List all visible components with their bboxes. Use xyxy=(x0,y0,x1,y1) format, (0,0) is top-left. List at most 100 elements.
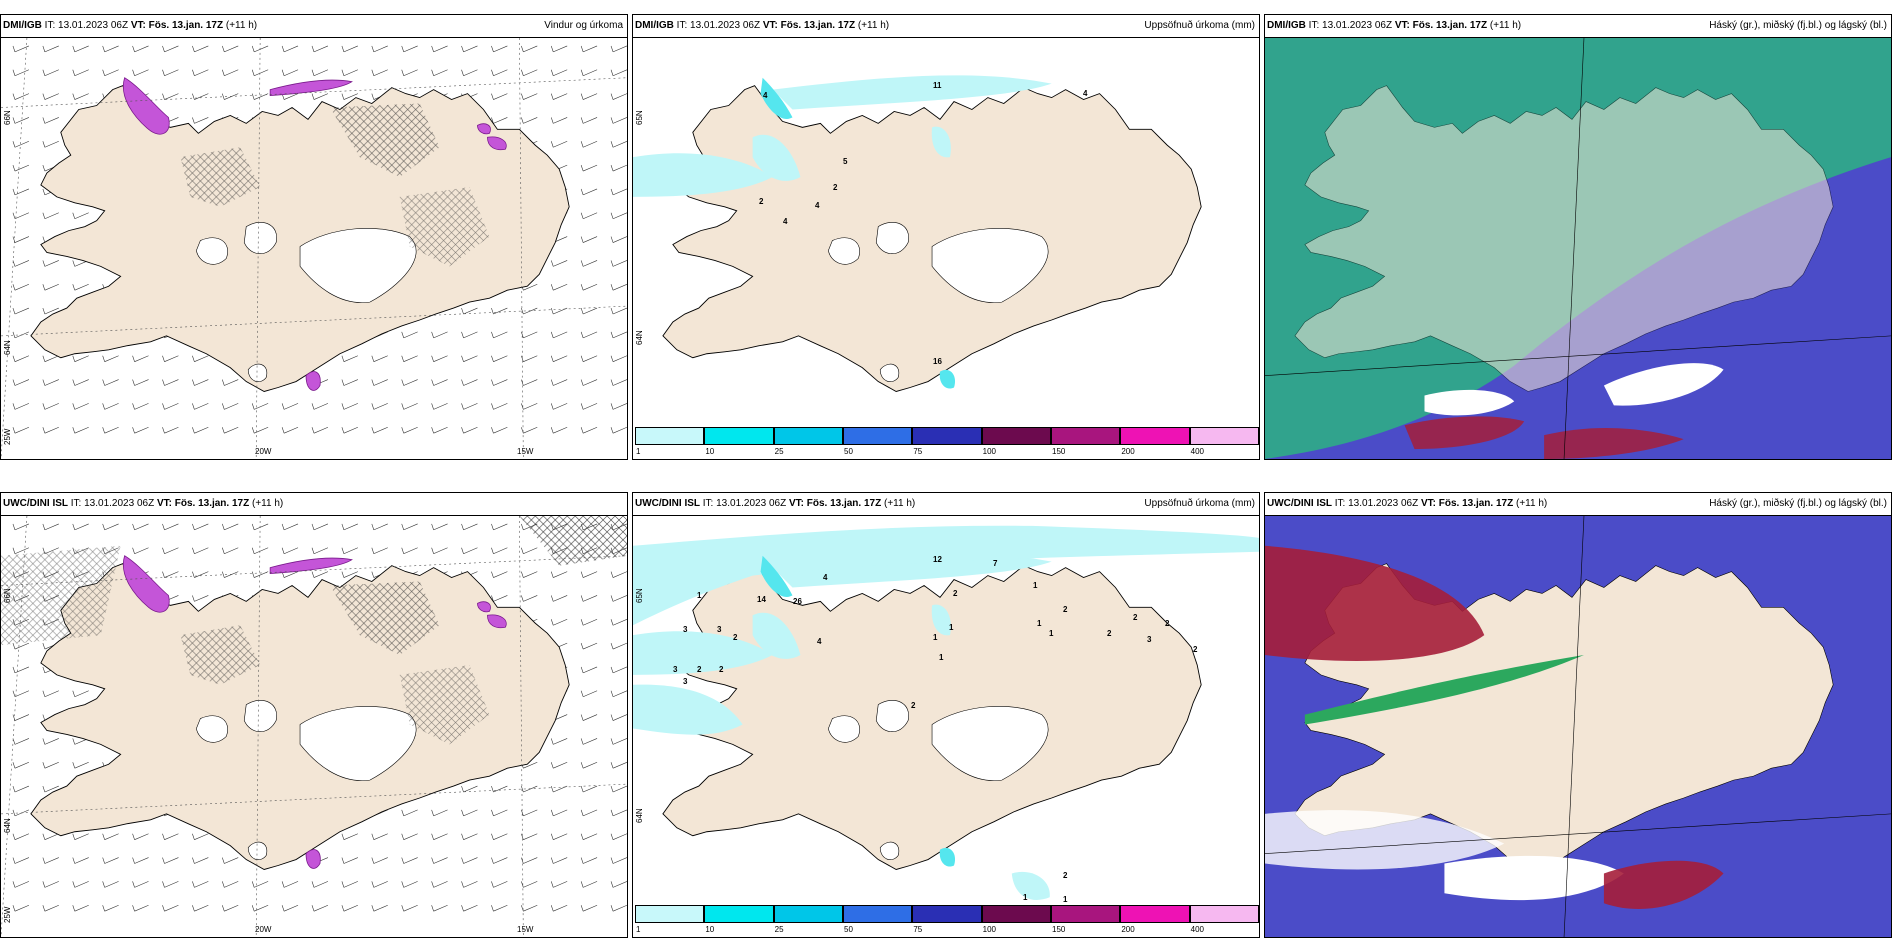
precip-value-label: 4 xyxy=(783,217,788,226)
lead-time: (+11 h) xyxy=(1487,20,1522,31)
precip-value-label: 2 xyxy=(1063,605,1068,614)
lat-label: 66N xyxy=(3,110,12,125)
colorbar-tick-label: 400 xyxy=(1190,925,1205,934)
map-panel-4: UWC/DINI ISL IT: 13.01.2023 06Z VT: Fös.… xyxy=(0,492,628,938)
precip-value-label: 4 xyxy=(1083,89,1088,98)
colorbar-swatch xyxy=(773,427,843,445)
map-area xyxy=(1265,515,1891,937)
panel-title: Uppsöfnuð úrkoma (mm) xyxy=(1144,20,1255,31)
colorbar-tick-label: 400 xyxy=(1190,447,1205,456)
iceland-map xyxy=(1265,516,1891,937)
panel-run-info: UWC/DINI ISL IT: 13.01.2023 06Z VT: Fös.… xyxy=(3,493,283,515)
model-name: DMI/IGB xyxy=(635,20,674,31)
colorbar-swatch xyxy=(1189,905,1259,923)
precip-value-label: 7 xyxy=(993,559,998,568)
lon-label: 15W xyxy=(517,925,534,934)
model-name: DMI/IGB xyxy=(3,20,42,31)
panel-header: DMI/IGB IT: 13.01.2023 06Z VT: Fös. 13.j… xyxy=(1265,15,1891,37)
colorbar-tick-label: 200 xyxy=(1121,447,1135,456)
map-area xyxy=(633,515,1259,937)
lat-label: 25W xyxy=(3,906,12,923)
precip-value-label: 2 xyxy=(759,197,764,206)
precip-value-label: 2 xyxy=(719,665,724,674)
lat-label: 64N xyxy=(3,818,12,833)
colorbar-swatch xyxy=(981,905,1051,923)
valid-time: VT: Fös. 13.jan. 17Z xyxy=(1394,20,1488,31)
precip-value-label: 26 xyxy=(793,597,802,606)
colorbar-swatch xyxy=(981,427,1051,445)
colorbar-swatch xyxy=(704,905,774,923)
precip-value-label: 2 xyxy=(1107,629,1112,638)
model-name: DMI/IGB xyxy=(1267,20,1306,31)
precip-value-label: 3 xyxy=(683,677,688,686)
panel-run-info: UWC/DINI ISL IT: 13.01.2023 06Z VT: Fös.… xyxy=(1267,493,1547,515)
colorbar-swatch xyxy=(1051,427,1121,445)
colorbar-tick-label: 100 xyxy=(982,447,997,456)
lead-time: (+11 h) xyxy=(1513,498,1548,509)
init-time: IT: 13.01.2023 06Z xyxy=(41,20,131,31)
map-panel-3: DMI/IGB IT: 13.01.2023 06Z VT: Fös. 13.j… xyxy=(1264,14,1892,460)
precip-value-label: 5 xyxy=(843,157,848,166)
init-time: IT: 13.01.2023 06Z xyxy=(68,498,157,509)
colorbar-tick-label: 50 xyxy=(844,925,853,934)
colorbar-tick-label: 10 xyxy=(705,447,715,456)
init-time: IT: 13.01.2023 06Z xyxy=(673,20,763,31)
precip-value-label: 2 xyxy=(833,183,838,192)
lat-label: 65N xyxy=(635,588,644,603)
precip-value-label: 3 xyxy=(1147,635,1152,644)
precip-value-label: 16 xyxy=(933,357,942,366)
panel-run-info: UWC/DINI ISL IT: 13.01.2023 06Z VT: Fös.… xyxy=(635,493,915,515)
map-area xyxy=(1265,37,1891,459)
precip-value-label: 1 xyxy=(1049,629,1054,638)
precip-value-label: 1 xyxy=(1063,895,1068,904)
valid-time: VT: Fös. 13.jan. 17Z xyxy=(762,20,856,31)
lead-time: (+11 h) xyxy=(249,498,284,509)
precip-value-label: 2 xyxy=(1133,613,1138,622)
precip-value-label: 3 xyxy=(683,625,688,634)
precip-value-label: 1 xyxy=(1037,619,1042,628)
precip-value-label: 1 xyxy=(939,653,944,662)
panel-header: UWC/DINI ISL IT: 13.01.2023 06Z VT: Fös.… xyxy=(1265,493,1891,515)
precip-value-label: 11 xyxy=(933,81,942,90)
lat-label: 64N xyxy=(3,340,12,355)
precip-value-label: 2 xyxy=(1193,645,1198,654)
precip-value-label: 2 xyxy=(697,665,702,674)
panel-header: DMI/IGB IT: 13.01.2023 06Z VT: Fös. 13.j… xyxy=(633,15,1259,37)
precip-value-label: 1 xyxy=(1023,893,1028,902)
colorbar-swatch xyxy=(1051,905,1121,923)
colorbar-swatch xyxy=(635,427,705,445)
lat-label: 65N xyxy=(635,110,644,125)
precip-colorbar: 1 10 25 50 75 100 150 200 400 xyxy=(635,905,1259,935)
precip-value-label: 14 xyxy=(757,595,766,604)
valid-time: VT: Fös. 13.jan. 17Z xyxy=(156,498,250,509)
colorbar-tick-label: 75 xyxy=(913,447,923,456)
panel-header: DMI/IGB IT: 13.01.2023 06Z VT: Fös. 13.j… xyxy=(1,15,627,37)
colorbar-tick-label: 200 xyxy=(1121,925,1135,934)
colorbar-swatch xyxy=(773,905,843,923)
colorbar-tick-label: 150 xyxy=(1052,447,1066,456)
colorbar-swatch xyxy=(843,427,913,445)
lon-label: 20W xyxy=(255,925,272,934)
map-area xyxy=(633,37,1259,459)
panel-run-info: DMI/IGB IT: 13.01.2023 06Z VT: Fös. 13.j… xyxy=(1267,15,1521,37)
model-name: UWC/DINI ISL xyxy=(635,498,700,509)
model-name: UWC/DINI ISL xyxy=(3,498,68,509)
panel-run-info: DMI/IGB IT: 13.01.2023 06Z VT: Fös. 13.j… xyxy=(3,15,257,37)
colorbar-tick-label: 100 xyxy=(982,925,997,934)
precip-value-label: 4 xyxy=(763,91,768,100)
init-time: IT: 13.01.2023 06Z xyxy=(1332,498,1421,509)
lat-label: 25W xyxy=(3,428,12,445)
colorbar-tick-label: 1 xyxy=(636,447,641,456)
map-panel-2: DMI/IGB IT: 13.01.2023 06Z VT: Fös. 13.j… xyxy=(632,14,1260,460)
iceland-map xyxy=(633,525,1259,901)
precip-value-label: 4 xyxy=(823,573,828,582)
precip-value-label: 1 xyxy=(933,633,938,642)
precip-value-label: 1 xyxy=(1033,581,1038,590)
precip-value-label: 3 xyxy=(717,625,722,634)
colorbar-swatch xyxy=(1189,427,1259,445)
precip-value-label: 2 xyxy=(733,633,738,642)
panel-title: Uppsöfnuð úrkoma (mm) xyxy=(1144,498,1255,509)
colorbar-swatch xyxy=(912,905,982,923)
iceland-map xyxy=(1,516,627,937)
precip-value-label: 2 xyxy=(1165,619,1170,628)
